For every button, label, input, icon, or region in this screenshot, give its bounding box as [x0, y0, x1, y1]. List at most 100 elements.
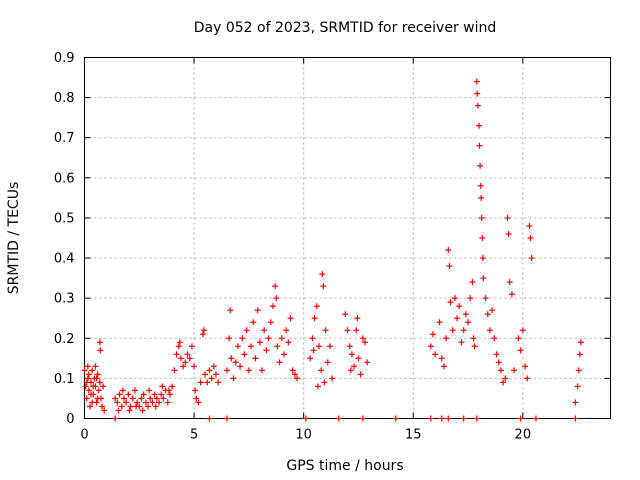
data-point — [429, 331, 436, 338]
data-point — [261, 327, 268, 334]
data-point — [193, 395, 200, 402]
data-point — [291, 371, 298, 378]
data-point — [480, 275, 487, 282]
data-point — [90, 383, 97, 390]
data-point — [335, 415, 342, 422]
data-point — [139, 407, 146, 414]
data-point — [152, 403, 159, 410]
data-point — [473, 78, 480, 85]
data-point — [89, 367, 96, 374]
data-point — [263, 347, 270, 354]
data-point — [456, 303, 463, 310]
data-point — [471, 343, 478, 350]
data-point — [458, 339, 465, 346]
data-point — [239, 335, 246, 342]
data-point — [85, 387, 92, 394]
data-point — [462, 311, 469, 318]
data-point — [436, 319, 443, 326]
data-point — [473, 415, 480, 422]
y-tick-label: 0.9 — [54, 51, 75, 66]
data-point — [479, 235, 486, 241]
data-point — [120, 395, 127, 402]
data-point — [200, 327, 207, 334]
data-point — [101, 407, 108, 414]
x-tick-label: 20 — [515, 428, 532, 443]
data-point — [188, 343, 195, 350]
data-point — [256, 339, 263, 346]
data-point — [278, 335, 285, 342]
data-point — [447, 299, 454, 306]
data-point — [526, 222, 533, 229]
data-point — [195, 399, 202, 406]
data-point — [127, 403, 134, 410]
data-point — [469, 279, 476, 286]
x-tick-labels: 0 5 10 15 20 — [80, 428, 531, 443]
data-point — [129, 395, 136, 402]
data-point — [89, 399, 96, 406]
data-point — [497, 367, 504, 374]
data-point — [478, 194, 485, 201]
data-point — [259, 367, 266, 374]
y-tick-label: 0.7 — [54, 131, 75, 146]
data-point — [438, 355, 445, 362]
data-point — [245, 367, 252, 374]
data-point — [527, 235, 534, 241]
data-point — [324, 359, 331, 366]
data-point — [353, 327, 360, 334]
data-point — [440, 363, 447, 370]
data-point — [126, 407, 133, 414]
data-point — [146, 387, 153, 394]
data-point — [438, 415, 445, 422]
data-point — [160, 395, 167, 402]
data-point — [505, 230, 512, 237]
data-point — [346, 343, 353, 350]
data-point — [489, 307, 496, 314]
data-point — [287, 315, 294, 322]
data-point — [184, 351, 191, 358]
data-point — [142, 399, 149, 406]
data-point — [524, 375, 531, 382]
data-point — [213, 371, 219, 378]
data-point — [243, 327, 250, 334]
data-point — [269, 303, 276, 310]
grid — [84, 57, 611, 419]
data-point — [134, 399, 141, 406]
y-tick-label: 0.4 — [54, 252, 75, 267]
data-point — [467, 295, 474, 302]
data-point — [314, 383, 321, 390]
axis-ticks — [84, 57, 611, 419]
data-point — [112, 415, 119, 422]
data-point — [85, 371, 92, 378]
data-point — [276, 359, 283, 366]
data-point — [321, 379, 328, 386]
data-point — [347, 367, 354, 374]
data-point — [318, 367, 325, 374]
data-point — [532, 415, 539, 422]
data-point — [177, 355, 184, 362]
data-point — [173, 351, 180, 358]
x-tick-label: 5 — [190, 428, 198, 443]
data-point — [202, 371, 209, 378]
data-point — [204, 379, 211, 386]
data-point — [206, 367, 213, 374]
data-point — [482, 295, 489, 302]
data-point — [344, 327, 351, 334]
data-point — [182, 359, 189, 366]
data-point — [285, 339, 292, 346]
data-point — [476, 142, 483, 149]
data-point — [465, 319, 472, 326]
data-point — [517, 347, 524, 354]
data-point — [149, 399, 156, 406]
data-point — [159, 383, 166, 390]
data-point — [83, 395, 90, 402]
data-point — [84, 375, 91, 382]
data-point — [248, 343, 255, 350]
data-point — [342, 311, 349, 318]
data-point — [577, 339, 584, 346]
y-tick-label: 0.3 — [54, 292, 75, 307]
x-axis-label: GPS time / hours — [286, 458, 403, 474]
data-point — [208, 375, 215, 382]
data-point — [252, 355, 259, 362]
data-point — [515, 335, 522, 342]
data-point — [138, 395, 145, 402]
